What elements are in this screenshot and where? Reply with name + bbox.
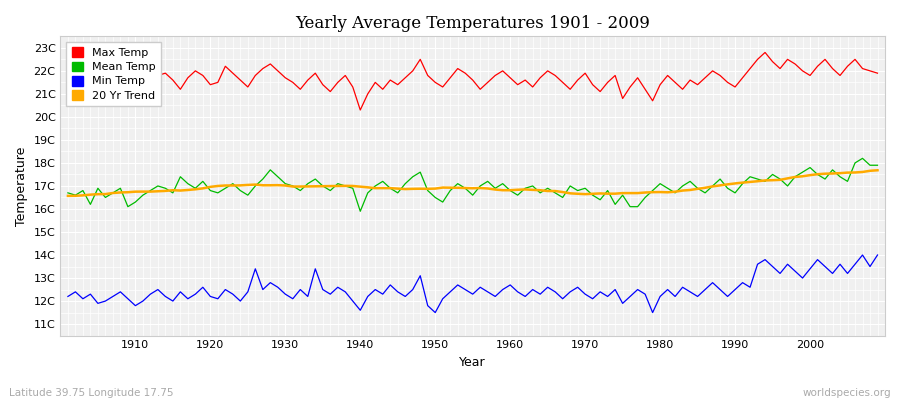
Text: Latitude 39.75 Longitude 17.75: Latitude 39.75 Longitude 17.75 <box>9 388 174 398</box>
Title: Yearly Average Temperatures 1901 - 2009: Yearly Average Temperatures 1901 - 2009 <box>295 15 650 32</box>
Text: worldspecies.org: worldspecies.org <box>803 388 891 398</box>
Legend: Max Temp, Mean Temp, Min Temp, 20 Yr Trend: Max Temp, Mean Temp, Min Temp, 20 Yr Tre… <box>66 42 161 106</box>
Y-axis label: Temperature: Temperature <box>15 146 28 226</box>
X-axis label: Year: Year <box>459 356 486 369</box>
